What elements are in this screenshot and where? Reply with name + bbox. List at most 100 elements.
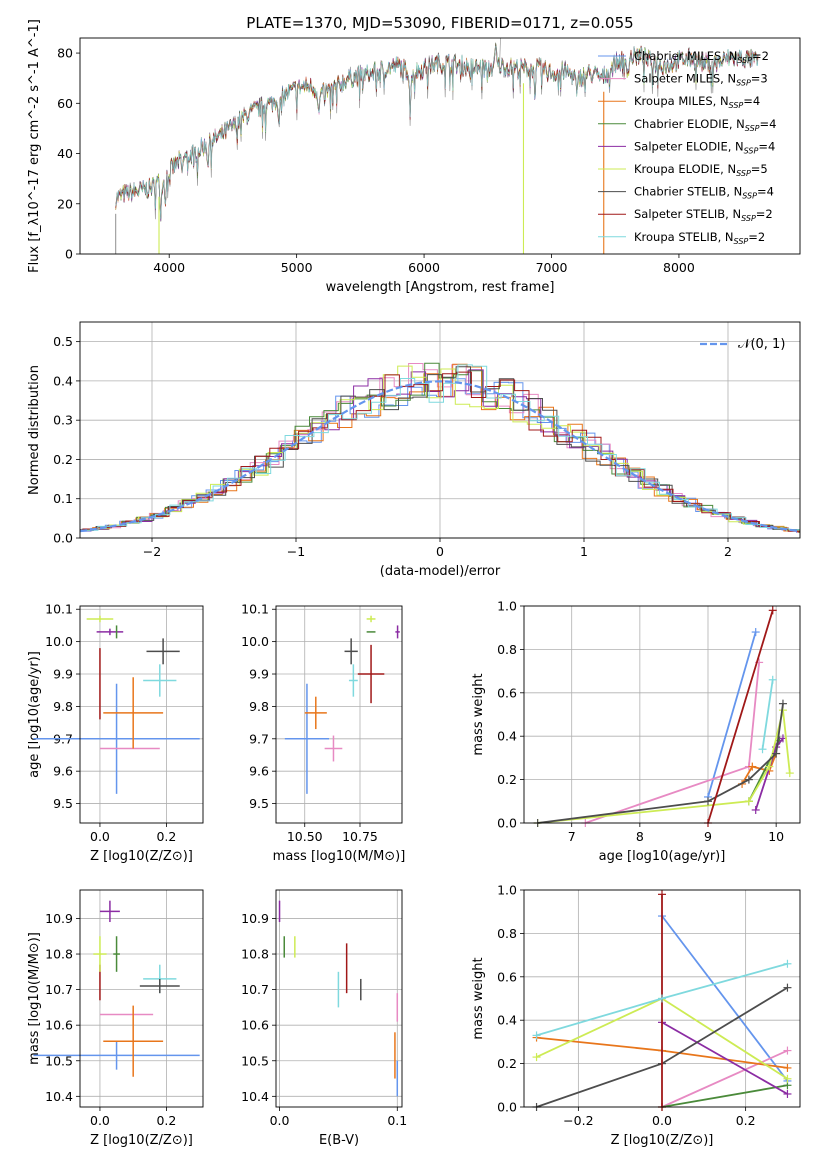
y-axis-label: mass weight xyxy=(471,957,486,1039)
axes-frame xyxy=(275,605,403,824)
x-axis-label: Z [log10(Z/Z⊙)] xyxy=(611,1133,714,1148)
y-tick-label: 0.2 xyxy=(497,1056,517,1071)
residual-histogram-1 xyxy=(80,363,800,533)
x-tick-label: 10 xyxy=(768,829,784,844)
legend-label: Kroupa MILES, NSSP=4 xyxy=(634,94,760,110)
y-axis-label: Normed distribution xyxy=(27,365,42,495)
y-tick-label: 0.4 xyxy=(497,729,517,744)
x-tick-label: 9 xyxy=(704,829,712,844)
y-axis-label: age [log10(age/yr)] xyxy=(27,651,42,778)
y-tick-label: 60 xyxy=(57,96,73,111)
axes-frame xyxy=(79,321,801,539)
y-tick-label: 9.5 xyxy=(53,796,73,811)
panel-mass-vs-ebv: 0.0 0.1 10.4 10.5 10.6 10.7 10.8 10.9 E(B-V) xyxy=(241,890,407,1148)
y-tick-label: 0.8 xyxy=(497,642,517,657)
x-tick-label: 5000 xyxy=(281,260,313,275)
data-point-0 xyxy=(33,683,200,794)
data-point-5 xyxy=(139,978,180,994)
y-tick-label: 10.6 xyxy=(241,1018,269,1033)
y-tick-label: 9.6 xyxy=(53,764,73,779)
y-tick-label: 9.6 xyxy=(249,764,269,779)
data-point-3 xyxy=(357,644,385,704)
x-tick-label: 4000 xyxy=(153,260,185,275)
legend-label: Kroupa STELIB, NSSP=2 xyxy=(634,230,765,246)
y-tick-label: 9.8 xyxy=(249,699,269,714)
y-axis-label: mass weight xyxy=(471,673,486,755)
y-tick-label: 0.2 xyxy=(497,772,517,787)
x-tick-label: 0.2 xyxy=(736,1113,756,1128)
model-line-8 xyxy=(115,45,759,219)
axes-frame xyxy=(523,605,801,824)
x-tick-label: 8 xyxy=(636,829,644,844)
y-tick-label: 0.4 xyxy=(53,373,73,388)
residual-histogram-7 xyxy=(82,371,800,532)
weight-line-3 xyxy=(661,1084,788,1108)
x-tick-label: −0.2 xyxy=(563,1113,593,1128)
x-tick-label: −1 xyxy=(287,544,305,559)
x-tick-label: 1 xyxy=(580,544,588,559)
axes-frame xyxy=(275,889,403,1108)
legend-label: Salpeter ELODIE, NSSP=4 xyxy=(634,139,775,155)
y-tick-label: 10.4 xyxy=(241,1089,269,1104)
y-tick-label: 80 xyxy=(57,46,73,61)
y-tick-label: 0.2 xyxy=(53,452,73,467)
y-tick-label: 10.0 xyxy=(241,634,269,649)
x-tick-label: 0.1 xyxy=(387,1113,407,1128)
y-tick-label: 0.5 xyxy=(53,334,73,349)
x-tick-label: 10.50 xyxy=(287,829,323,844)
y-tick-label: 10.9 xyxy=(241,911,269,926)
legend-label: Chabrier MILES, NSSP=2 xyxy=(634,49,769,65)
data-point-8 xyxy=(113,936,120,972)
weight-line-4 xyxy=(661,1021,788,1095)
y-tick-label: 10.5 xyxy=(45,1053,73,1068)
spectrum-legend: Chabrier MILES, NSSP=2 Salpeter MILES, NS… xyxy=(598,49,776,246)
x-tick-label: 0.0 xyxy=(652,1113,672,1128)
y-tick-label: 1.0 xyxy=(497,883,517,898)
x-tick-label: 6000 xyxy=(408,260,440,275)
panel-spectrum: 4000 5000 6000 7000 8000 0 20 40 60 80 wavelength … xyxy=(27,19,759,295)
x-axis-label: wavelength [Angstrom, rest frame] xyxy=(326,280,555,295)
data-point-5 xyxy=(146,638,180,665)
y-tick-label: 10.7 xyxy=(45,982,73,997)
data-point-5 xyxy=(344,638,358,665)
weight-line-1 xyxy=(661,1049,788,1108)
y-tick-label: 10.1 xyxy=(45,602,73,617)
x-tick-label: 0.2 xyxy=(156,829,176,844)
panel-mass-vs-Z: 0.0 0.2 10.4 10.5 10.6 10.7 10.8 10.9 Z [log10(Z… xyxy=(27,890,203,1148)
x-tick-label: 10.75 xyxy=(342,829,378,844)
y-tick-label: 0.4 xyxy=(497,1013,517,1028)
y-tick-label: 10.7 xyxy=(241,982,269,997)
legend-label: 𝒩(0, 1) xyxy=(738,337,785,352)
data-point-7 xyxy=(96,628,124,636)
data-point-0 xyxy=(284,683,330,794)
x-tick-label: 2 xyxy=(724,544,732,559)
y-tick-label: 0.3 xyxy=(53,413,73,428)
y-tick-label: 0.1 xyxy=(53,491,73,506)
x-axis-label: (data-model)/error xyxy=(380,564,501,579)
y-axis-label: mass [log10(M/M⊙)] xyxy=(27,932,42,1065)
y-tick-label: 10.6 xyxy=(45,1018,73,1033)
panel-weight-vs-age: 7 8 9 10 0.0 0.2 0.4 0.6 0.8 1.0 age [log10(age/yr… xyxy=(471,599,800,864)
data-point-7 xyxy=(99,900,120,923)
y-tick-label: 10.8 xyxy=(45,947,73,962)
y-tick-label: 9.9 xyxy=(53,667,73,682)
y-tick-label: 10.4 xyxy=(45,1089,73,1104)
panel-age-vs-Z: 0.0 0.29.59.69.79.89.910.010.1Z [log10(Z/… xyxy=(27,602,203,864)
y-axis-label: Flux [f_λ10^-17 erg cm^-2 s^-1 A^-1] xyxy=(27,19,42,273)
weight-line-6 xyxy=(537,703,784,824)
emission-line xyxy=(498,37,501,74)
figure-title: PLATE=1370, MJD=53090, FIBERID=0171, z=0… xyxy=(246,14,633,32)
y-tick-label: 0 xyxy=(65,247,73,262)
weight-line-8 xyxy=(761,679,774,750)
x-tick-label: 7 xyxy=(568,829,576,844)
weight-line-0 xyxy=(707,631,757,798)
x-tick-label: 0.0 xyxy=(90,1113,110,1128)
legend-label: Kroupa ELODIE, NSSP=5 xyxy=(634,162,768,178)
y-tick-label: 10.9 xyxy=(45,911,73,926)
y-tick-label: 0.0 xyxy=(497,1100,517,1115)
legend-label: Chabrier ELODIE, NSSP=4 xyxy=(634,117,776,133)
y-tick-label: 0.6 xyxy=(497,969,517,984)
x-tick-label: −2 xyxy=(143,544,161,559)
panel-residuals: −2 −1 0 1 2 0.0 0.1 0.2 0.3 0.4 0.5 (data-model)/er… xyxy=(27,322,801,579)
